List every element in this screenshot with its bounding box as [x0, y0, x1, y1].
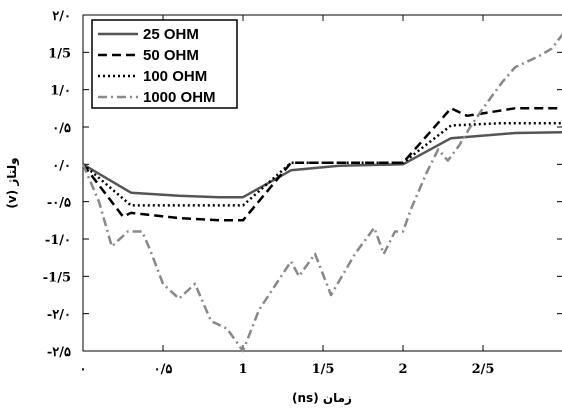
y-tick-label: -۲/۰	[47, 308, 71, 323]
x-tick-label: ۰/۵	[154, 362, 173, 377]
tick-labels: ۰ ۰/۵ 1 1/5 2 2/5 ۲/۰ 1/5 1/۰ ۰/۵ ۰/۰ -۰/۵ -1/۰ -1/5 -…	[43, 9, 495, 377]
y-tick-label: 1/5	[48, 46, 71, 61]
legend-label-25-ohm: 25 OHM	[143, 26, 199, 43]
legend: 25 OHM 50 OHM 100 OHM 1000 OHM	[91, 19, 238, 109]
y-tick-label: 1/۰	[50, 84, 71, 99]
y-tick-label: ۲/۰	[52, 9, 71, 24]
x-tick-label: 1	[238, 362, 247, 377]
legend-label-100-ohm: 100 OHM	[143, 68, 207, 85]
y-axis-title: ولتاژ (v)	[5, 157, 20, 208]
x-tick-label: 2	[398, 362, 407, 377]
y-tick-label: -1/5	[43, 270, 71, 285]
x-axis-title: زمان (ns)	[292, 391, 352, 405]
series-lines	[81, 32, 562, 353]
x-tick-label: 1/5	[312, 362, 335, 377]
legend-label-50-ohm: 50 OHM	[143, 47, 199, 64]
series-line-25-ohm	[82, 130, 562, 199]
y-tick-label: -1/۰	[45, 233, 71, 248]
series-line-50-ohm	[82, 107, 562, 222]
legend-label-1000-ohm: 1000 OHM	[143, 89, 216, 106]
x-tick-label: ۰	[80, 362, 87, 377]
y-tick-label: ۰/۰	[52, 158, 71, 173]
x-tick-label: 2/5	[472, 362, 495, 377]
y-tick-label: -۰/۵	[47, 196, 71, 211]
y-tick-label: ۰/۵	[52, 121, 71, 136]
series-line-100-ohm	[82, 122, 562, 207]
y-tick-label: -۲/۵	[47, 345, 71, 360]
